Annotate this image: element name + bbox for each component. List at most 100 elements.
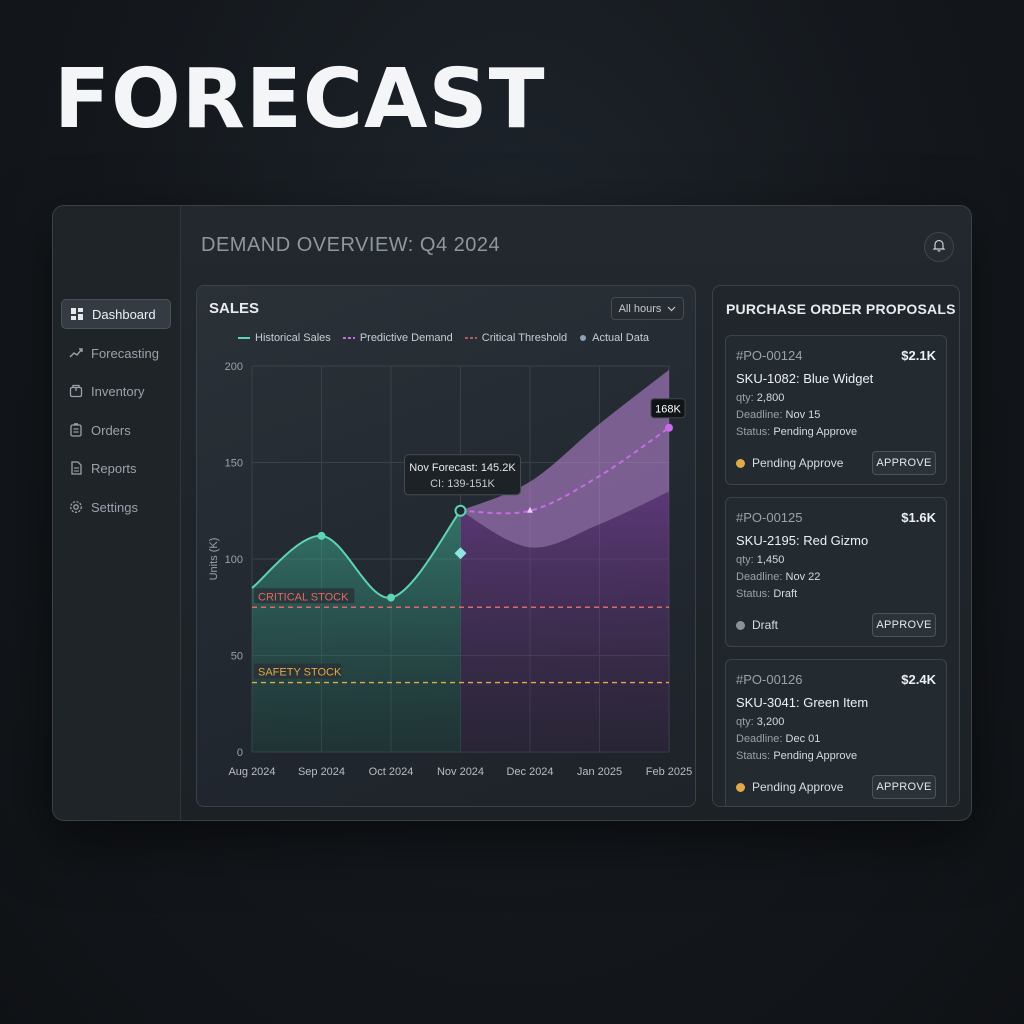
po-deadline: Deadline: Dec 01 [736,733,821,745]
po-deadline: Deadline: Nov 22 [736,571,821,583]
status-dot [736,620,745,630]
sidebar-item-dashboard[interactable]: Dashboard [61,299,171,329]
dashboard-icon [70,307,84,321]
historical-point [317,531,326,540]
threshold-label-bg [254,663,342,679]
x-tick-label: Oct 2024 [369,766,414,778]
sidebar-item-reports[interactable]: Reports [61,453,171,483]
sidebar-item-forecasting[interactable]: Forecasting [61,338,171,368]
threshold-label-bg [254,588,355,604]
legend-label: Predictive Demand [359,332,453,344]
end-value-label: 168K [655,403,681,415]
status-badge: Pending Approve [736,780,843,794]
legend-swatch [238,337,250,339]
legend-label: Historical Sales [255,332,331,344]
po-deadline: Deadline: Nov 15 [736,409,821,421]
chevron-down-icon [667,303,676,315]
historical-area [252,510,461,752]
tooltip-line1: Nov Forecast: 145.2K [409,462,516,474]
chart-legend: Historical Sales Predictive Demand Criti… [238,332,649,344]
sales-panel: SALES All hours Historical Sales Predict… [196,285,696,807]
range-select-value: All hours [618,302,662,315]
historical-point [387,593,395,602]
po-sku: SKU-1082: Blue Widget [736,371,874,386]
po-amount: $2.1K [901,348,936,363]
approve-button[interactable]: APPROVE [872,451,936,475]
sidebar-item-label: Reports [91,460,137,476]
historical-line [251,510,462,599]
po-card[interactable]: #PO-00126 $2.4K SKU-3041: Green Item qty… [725,659,947,806]
po-id: #PO-00126 [736,672,803,687]
po-status: Status: Draft [736,588,798,600]
tooltip-line2: CI: 139-151K [430,478,495,490]
status-badge: Draft [736,618,778,632]
sidebar: Dashboard Forecasting Inventory Orders R… [53,206,181,820]
clipboard-icon [69,423,83,437]
po-amount: $1.6K [901,510,936,525]
approve-button[interactable]: APPROVE [872,613,936,637]
critical-stock-label: CRITICAL STOCK [258,591,349,603]
y-tick-label: 100 [225,554,243,566]
document-icon [69,461,83,475]
x-tick-label: Aug 2024 [228,766,275,778]
po-id: #PO-00125 [736,510,803,525]
po-status: Status: Pending Approve [736,426,858,438]
po-title: PURCHASE ORDER PROPOSALS [726,301,956,317]
sidebar-item-orders[interactable]: Orders [61,415,171,445]
status-dot [736,782,745,792]
box-icon [69,384,83,398]
legend-item-historical[interactable]: Historical Sales [238,332,331,344]
sidebar-item-label: Forecasting [91,345,159,361]
historical-point [454,504,467,517]
x-tick-label: Feb 2025 [646,766,692,778]
page-title: DEMAND OVERVIEW: Q4 2024 [201,234,501,256]
legend-item-critical[interactable]: Critical Threshold [464,332,568,344]
predictive-area [460,491,669,752]
actual-data-point [454,547,467,560]
bell-icon [932,238,946,257]
approve-button[interactable]: APPROVE [872,775,936,799]
sidebar-item-label: Settings [91,499,138,515]
confidence-band [460,369,669,548]
predictive-line [460,426,670,515]
po-qty: qty: 2,800 [736,392,785,404]
legend-item-predictive[interactable]: Predictive Demand [342,332,453,344]
po-card[interactable]: #PO-00124 $2.1K SKU-1082: Blue Widget qt… [725,335,947,485]
sales-chart: 0 50 100 150 200 Aug 2024 Sep 2024 Oct 2024 Nov … [208,361,692,778]
hero-title: FORECAST [54,52,546,147]
po-qty: qty: 1,450 [736,554,785,566]
po-card[interactable]: #PO-00125 $1.6K SKU-2195: Red Gizmo qty:… [725,497,947,647]
x-tick-label: Sep 2024 [298,766,345,778]
tooltip-box [404,454,521,496]
po-qty: qty: 3,200 [736,716,785,728]
y-tick-label: 0 [237,747,243,759]
legend-swatch [342,337,355,339]
forecast-end-point [665,423,673,432]
notifications-button[interactable] [924,232,954,262]
sidebar-item-settings[interactable]: Settings [61,492,171,522]
po-status: Status: Pending Approve [736,750,858,762]
range-select[interactable]: All hours [611,297,684,320]
y-tick-label: 150 [225,458,243,470]
y-tick-label: 50 [231,651,243,663]
legend-label: Actual Data [592,332,650,344]
end-value-badge [650,398,686,419]
legend-label: Critical Threshold [481,332,568,344]
forecast-marker [527,506,533,513]
sales-title: SALES [209,300,260,317]
legend-swatch [464,337,477,339]
sidebar-item-inventory[interactable]: Inventory [61,376,171,406]
po-amount: $2.4K [901,672,936,687]
sidebar-item-label: Inventory [91,383,145,399]
legend-item-actual[interactable]: Actual Data [579,332,649,344]
legend-swatch [580,335,587,341]
trend-icon [69,346,83,360]
status-dot [736,458,745,468]
po-sku: SKU-2195: Red Gizmo [736,533,869,548]
po-sku: SKU-3041: Green Item [736,695,869,710]
po-id: #PO-00124 [736,348,803,363]
status-badge: Pending Approve [736,456,843,470]
y-axis-label: Units (K) [208,538,220,581]
y-tick-label: 200 [225,361,243,373]
gear-icon [69,500,83,514]
